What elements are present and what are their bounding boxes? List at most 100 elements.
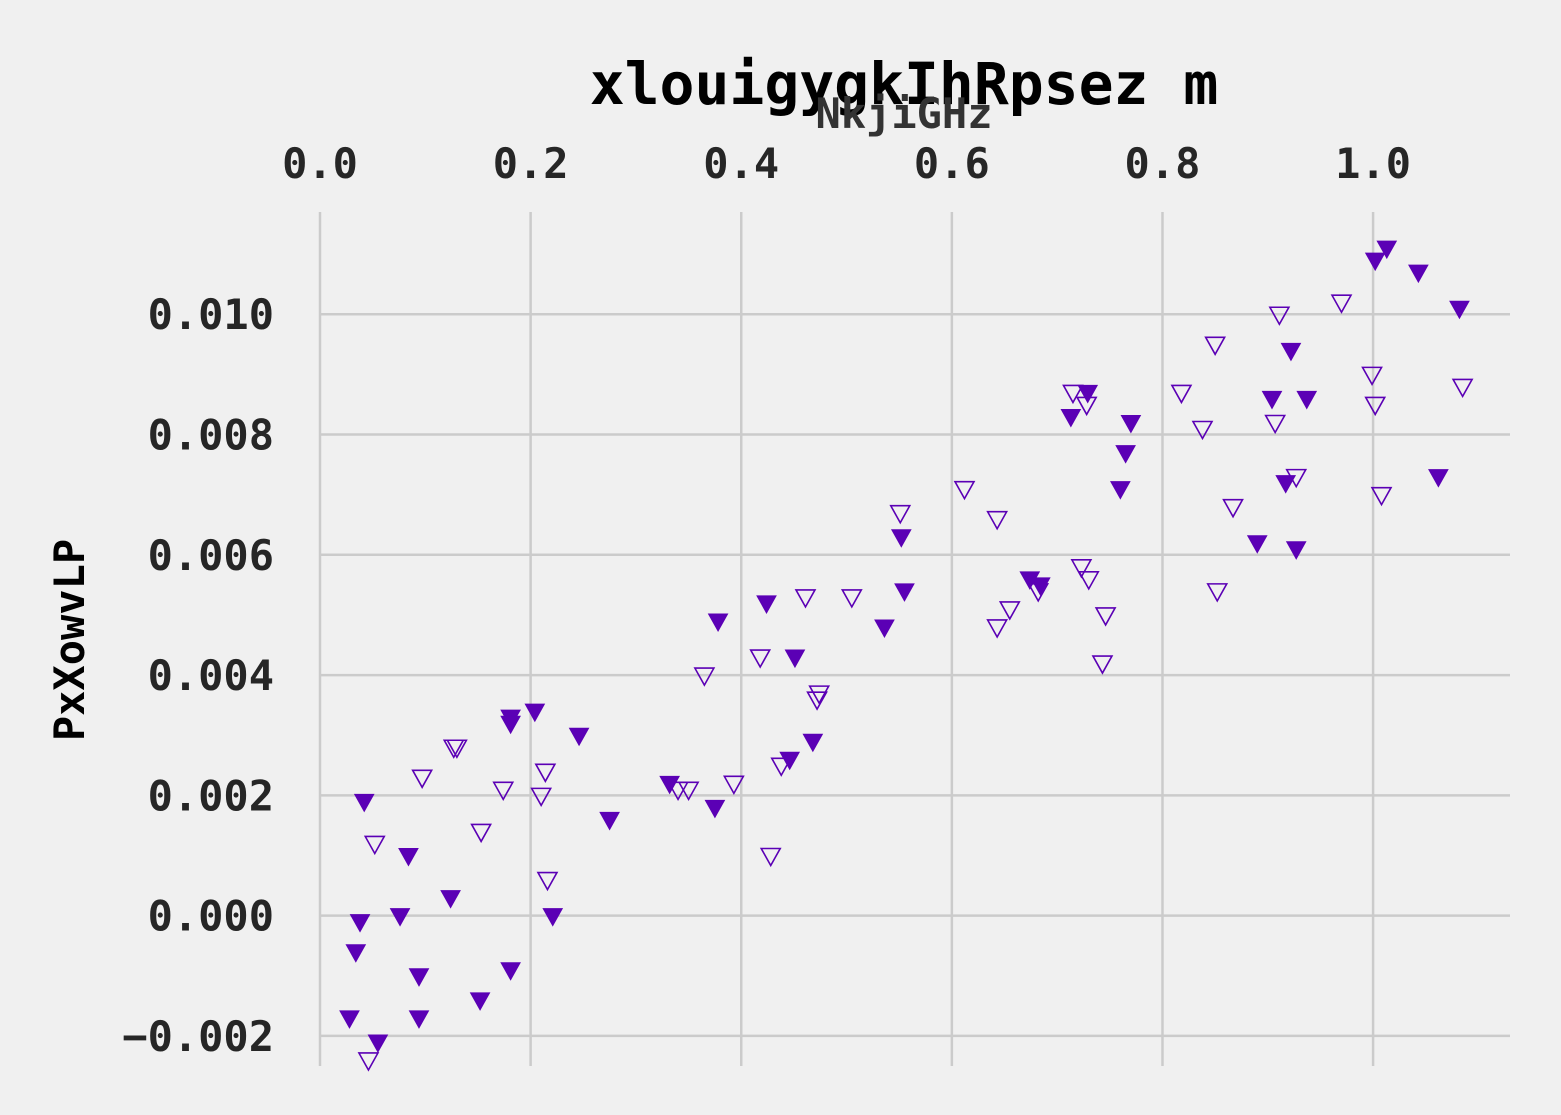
hollow-triangle-point (889, 504, 912, 525)
filled-triangle-point (524, 703, 546, 723)
hollow-triangle-point (953, 480, 976, 501)
hollow-triangle-point (1091, 655, 1114, 675)
hollow-triangle-point (840, 589, 863, 609)
hollow-triangle-point (1094, 607, 1117, 627)
filled-triangle-point (1280, 342, 1302, 362)
filled-triangle-point (1296, 390, 1318, 410)
hollow-triangle-point (1268, 306, 1291, 326)
filled-triangle-point (367, 1034, 389, 1053)
hollow-triangle-point (446, 739, 468, 759)
filled-triangle-point (500, 715, 521, 735)
y-tick-label: 0.004 (148, 651, 274, 700)
filled-triangle-point (353, 793, 375, 813)
filled-triangle-point (1376, 240, 1398, 260)
y-tick-label: 0.000 (148, 892, 274, 941)
hollow-triangle-point (492, 781, 515, 801)
filled-triangle-point (568, 727, 590, 747)
filled-triangle-point (1285, 541, 1307, 560)
tick-labels: 0.0 0.2 0.4 0.6 0.8 1.0 −0.002 0.000 0.002 0.004 0… (122, 139, 1411, 1061)
filled-triangle-point (1364, 252, 1386, 272)
filled-triangle-point (784, 649, 806, 669)
hollow-triangle-point (794, 589, 817, 609)
hollow-triangle-point (770, 757, 793, 777)
hollow-triangle-point (723, 775, 745, 795)
x-tick-label: 0.8 (1125, 139, 1201, 188)
hollow-triangle-point (1062, 384, 1084, 405)
filled-triangle-point (408, 968, 430, 987)
hollow-triangle-point (1370, 486, 1393, 507)
filled-triangle-point (1428, 469, 1449, 488)
filled-triangle-point (1029, 577, 1051, 596)
x-tick-label: 0.4 (703, 139, 779, 188)
filled-triangle-point (440, 890, 461, 909)
filled-triangle-point (339, 1010, 360, 1029)
hollow-triangle-point (1070, 559, 1093, 579)
filled-triangle-point (1120, 414, 1142, 434)
hollow-triangle-point (986, 619, 1009, 639)
filled-triangle-point (1060, 408, 1082, 428)
hollow-triangle-point (1075, 396, 1098, 417)
hollow-triangle-point (536, 871, 559, 892)
hollow-triangle-point (806, 691, 828, 711)
y-tick-label: 0.006 (148, 531, 274, 580)
filled-triangle-point (1408, 264, 1429, 284)
grid-lines (318, 212, 1510, 1066)
x-axis-label: NkjiGHz (815, 89, 992, 138)
hollow-triangle-point (363, 835, 386, 856)
y-tick-label: 0.002 (148, 771, 274, 820)
filled-triangle-point (349, 914, 371, 933)
y-tick-label: 0.010 (148, 290, 274, 339)
hollow-triangle-point (667, 781, 689, 801)
hollow-triangle-point (749, 649, 772, 669)
filled-triangle-point (345, 944, 367, 963)
filled-triangle-point (1077, 384, 1099, 404)
x-tick-label: 0.2 (493, 139, 569, 188)
x-tick-label: 1.0 (1335, 139, 1411, 188)
hollow-triangle-point (1204, 336, 1226, 356)
filled-triangle-point (1449, 300, 1470, 320)
hollow-triangle-point (357, 1052, 380, 1072)
data-points (339, 240, 1474, 1072)
hollow-triangle-point (759, 847, 782, 868)
hollow-triangle-point (1222, 498, 1244, 519)
hollow-triangle-point (534, 763, 557, 783)
y-tick-label: 0.008 (148, 411, 274, 460)
hollow-triangle-point (1451, 378, 1474, 399)
hollow-triangle-point (1364, 396, 1387, 417)
y-axis-label: PxXowvLP (45, 539, 94, 741)
filled-triangle-point (707, 613, 729, 632)
hollow-triangle-point (530, 787, 553, 808)
hollow-triangle-point (1330, 294, 1353, 314)
filled-triangle-point (894, 583, 915, 602)
x-tick-label: 0.0 (282, 139, 358, 188)
filled-triangle-point (890, 529, 912, 548)
filled-triangle-point (542, 908, 564, 927)
filled-triangle-point (802, 733, 824, 753)
filled-triangle-point (389, 908, 411, 927)
hollow-triangle-point (1077, 571, 1100, 591)
filled-triangle-point (408, 1010, 430, 1029)
filled-triangle-point (1115, 445, 1136, 464)
hollow-triangle-point (1206, 583, 1229, 603)
hollow-triangle-point (808, 685, 831, 705)
filled-triangle-point (1261, 390, 1283, 410)
hollow-triangle-point (1264, 414, 1287, 435)
y-tick-label: −0.002 (122, 1012, 274, 1061)
hollow-triangle-point (1285, 468, 1308, 489)
hollow-triangle-point (411, 769, 434, 789)
filled-triangle-point (469, 992, 491, 1011)
hollow-triangle-point (677, 781, 700, 801)
filled-triangle-point (599, 811, 620, 831)
filled-triangle-point (500, 962, 521, 981)
hollow-triangle-point (1027, 583, 1050, 603)
chart-title: xlouigygkIhRpsez m (590, 50, 1219, 118)
filled-triangle-point (874, 619, 895, 638)
filled-triangle-point (1275, 475, 1297, 494)
hollow-triangle-point (986, 510, 1009, 531)
x-tick-label: 0.6 (914, 139, 990, 188)
hollow-triangle-point (1191, 420, 1214, 441)
hollow-triangle-point (693, 667, 716, 687)
hollow-triangle-point (998, 601, 1021, 621)
